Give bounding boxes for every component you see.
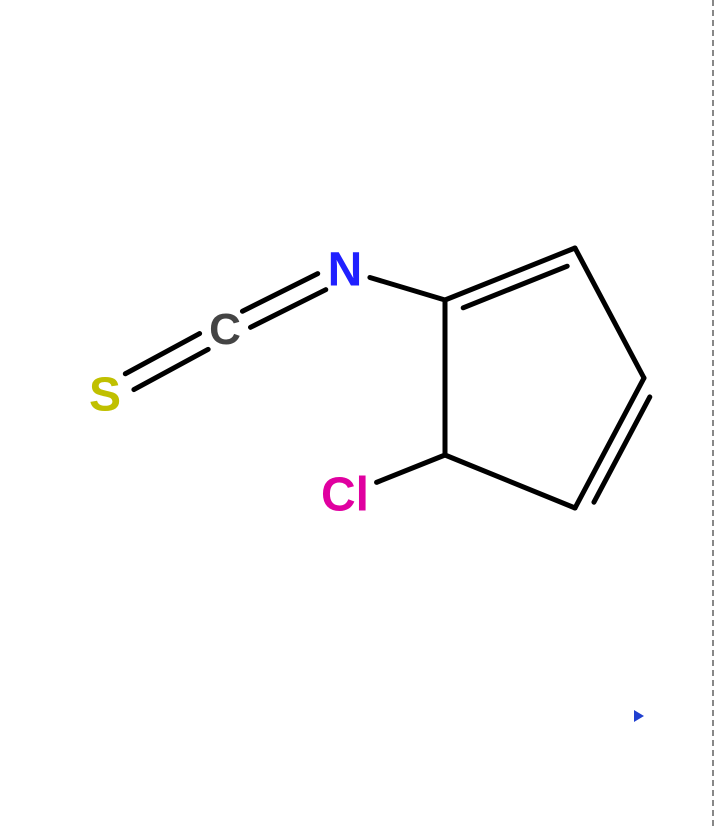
molecule-canvas: S C N Cl [0,0,714,826]
atom-s: S [89,368,121,423]
play-icon [634,710,644,722]
atom-c1: C [209,305,241,355]
atom-cl: Cl [321,468,369,523]
atom-n: N [328,243,363,298]
